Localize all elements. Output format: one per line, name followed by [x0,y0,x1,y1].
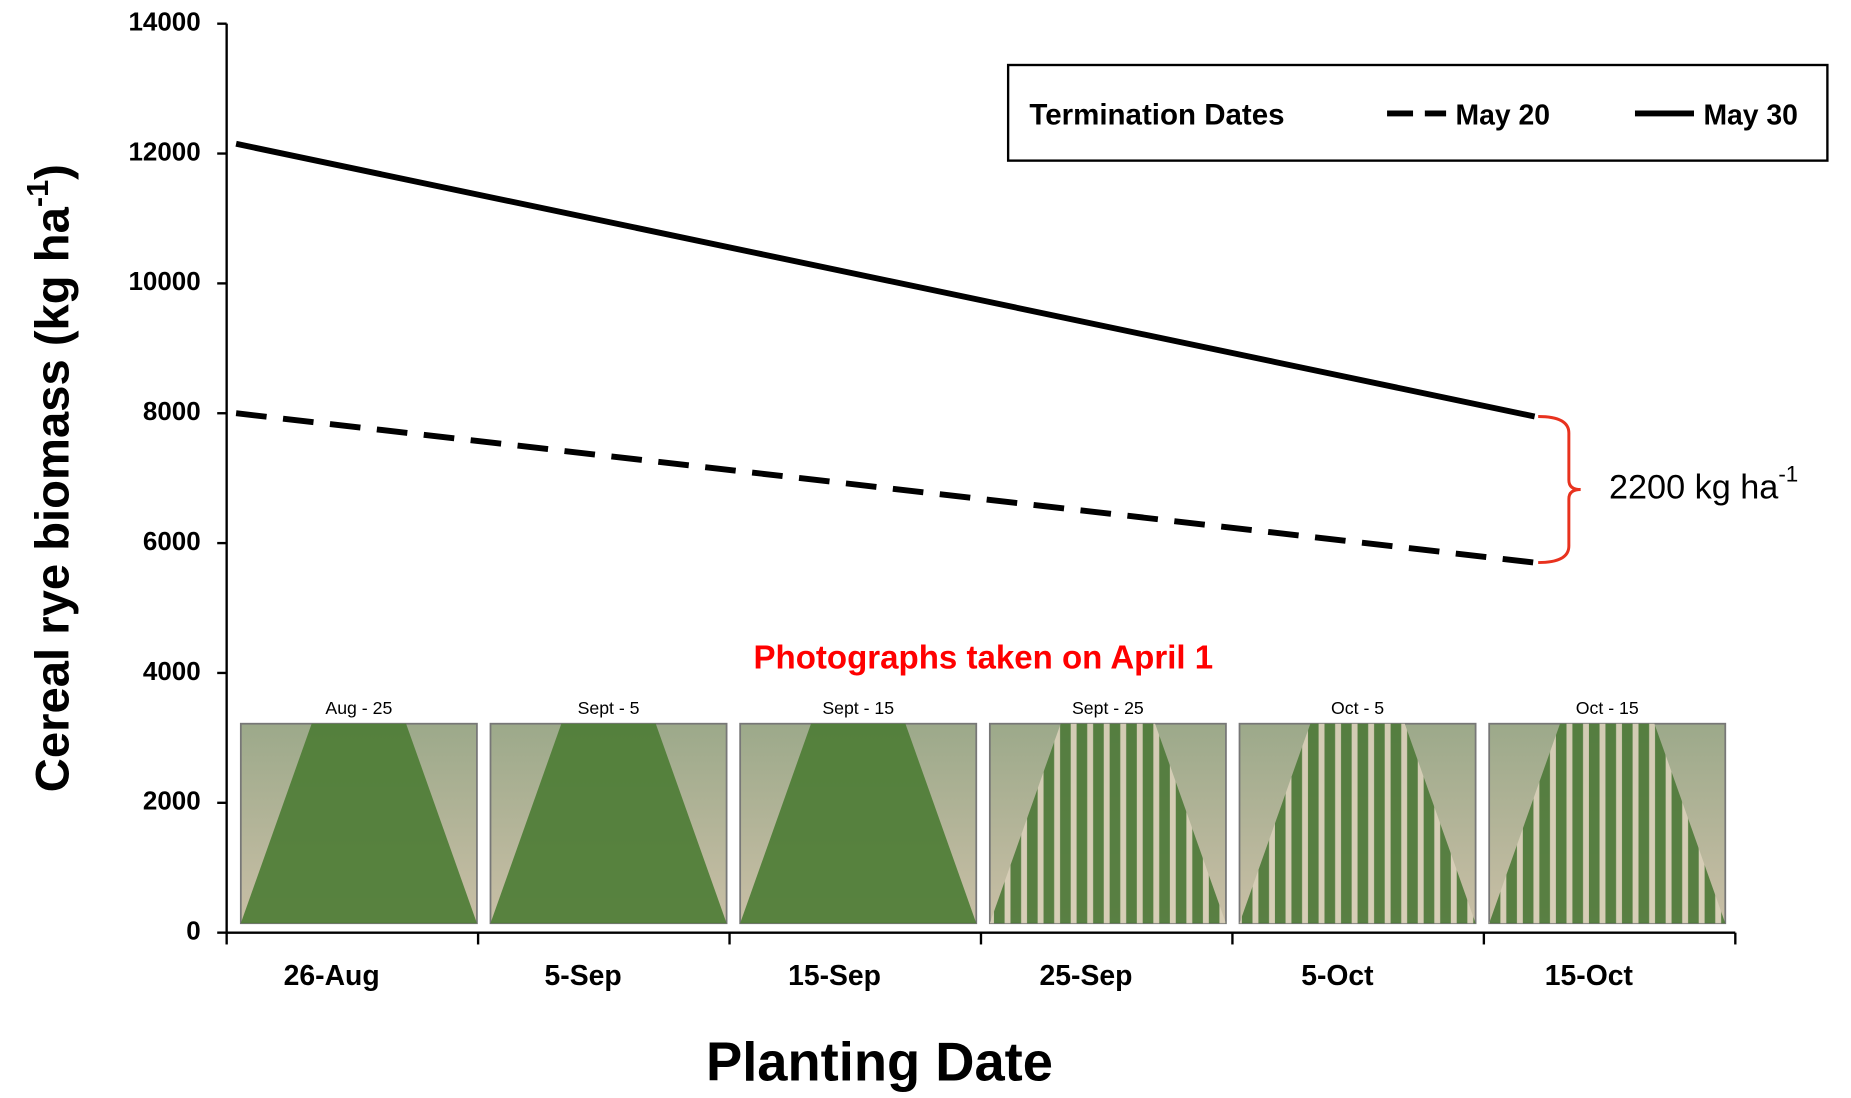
photo-label: Sept - 15 [822,698,894,718]
photo-field [1489,723,1726,924]
photo-field [1239,723,1476,924]
x-tick-label: 5-Sep [545,960,622,992]
y-tick-label: 8000 [143,396,201,426]
x-tick-label: 26-Aug [284,960,380,992]
y-axis-label-tail: ) [27,164,80,180]
x-tick-label: 5-Oct [1301,960,1374,992]
photo-label: Oct - 5 [1331,698,1384,718]
photo-label: Aug - 25 [325,698,392,718]
photo-caption: Photographs taken on April 1 [754,640,1214,677]
photo-label: Sept - 25 [1072,698,1144,718]
photo-label: Oct - 15 [1576,698,1639,718]
legend-label: May 20 [1456,99,1551,131]
y-tick-label: 10000 [128,266,200,296]
x-tick-label: 15-Sep [788,960,881,992]
y-tick-label: 2000 [143,786,201,816]
y-tick-label: 12000 [128,136,200,166]
x-tick-label: 25-Sep [1040,960,1133,992]
y-axis-label-text: Cereal rye biomass (kg ha [27,206,80,792]
photo-field [490,723,727,924]
photo-label: Sept - 5 [578,698,640,718]
annotation-text: 2200 kg ha [1609,469,1779,507]
y-tick-label: 6000 [143,526,201,556]
legend-title: Termination Dates [1029,99,1284,132]
photo-field [989,723,1226,924]
series-line [235,410,1535,566]
y-tick-label: 14000 [128,7,200,37]
photo-field [240,723,477,924]
series-line [235,140,1536,420]
x-axis-label: Planting Date [706,1031,1053,1092]
y-tick-label: 4000 [143,656,201,686]
annotation: 2200 kg ha-1 [1609,461,1798,506]
y-axis-label: Cereal rye biomass (kg ha-1) [20,164,80,792]
y-tick-label: 0 [186,916,200,946]
photo-field [740,723,977,924]
legend-label: May 30 [1703,99,1798,131]
annotation-sup: -1 [1778,461,1798,486]
x-tick-label: 15-Oct [1545,960,1634,992]
bracket [1538,415,1581,565]
y-axis-label-sup: -1 [20,180,55,207]
